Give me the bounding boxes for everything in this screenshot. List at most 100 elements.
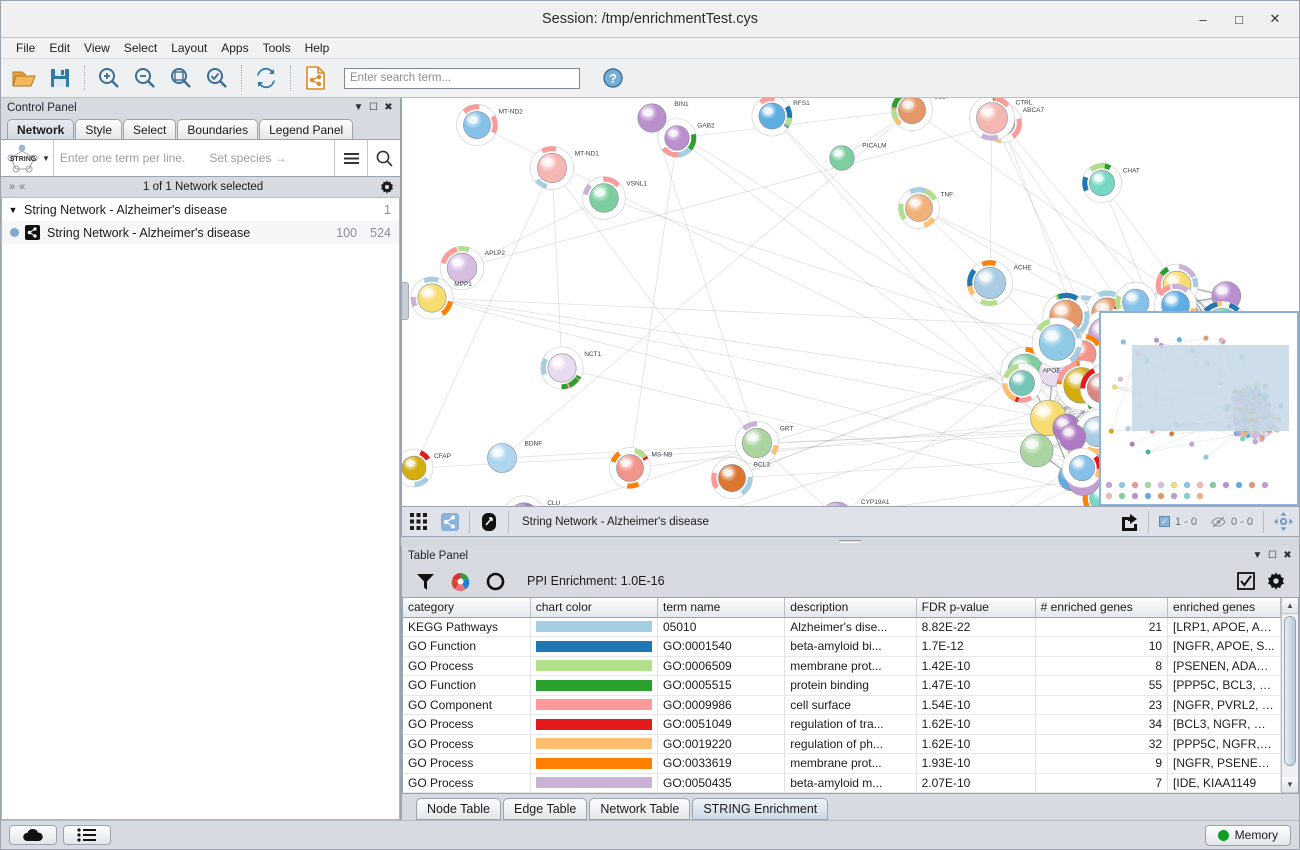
table-row[interactable]: GO Function GO:0001540 beta-amyloid bi... 1… bbox=[403, 636, 1281, 657]
table-row[interactable]: GO Process GO:0033619 membrane prot... 1.93… bbox=[403, 753, 1281, 774]
scrollbar-thumb[interactable] bbox=[1284, 616, 1296, 766]
table-row[interactable]: GO Process GO:0050435 beta-amyloid m... 2.0… bbox=[403, 773, 1281, 793]
menu-view[interactable]: View bbox=[84, 41, 110, 55]
scroll-down-arrow[interactable]: ▼ bbox=[1282, 777, 1298, 793]
open-icon[interactable] bbox=[7, 62, 41, 94]
set-species-link[interactable]: Set species → bbox=[209, 151, 287, 165]
tab-style[interactable]: Style bbox=[75, 119, 123, 139]
table-bottom-tabs: Node Table Edge Table Network Table STRI… bbox=[402, 794, 1299, 820]
cell-fdr-pvalue: 1.47E-10 bbox=[916, 675, 1036, 696]
cell-enriched-genes: [NGFR, PVRL2, IL... bbox=[1167, 695, 1281, 715]
tab-node-table[interactable]: Node Table bbox=[416, 798, 502, 820]
checkbox-checked-icon[interactable] bbox=[1237, 572, 1255, 590]
zoom-out-icon[interactable] bbox=[128, 62, 162, 94]
zoom-fit-icon[interactable] bbox=[164, 62, 198, 94]
col-chart-color[interactable]: chart color bbox=[530, 598, 659, 618]
scroll-up-arrow[interactable]: ▲ bbox=[1282, 598, 1298, 614]
memory-indicator[interactable]: Memory bbox=[1204, 824, 1291, 846]
help-icon[interactable]: ? bbox=[596, 62, 630, 94]
expand-all-icon[interactable]: « bbox=[19, 181, 26, 193]
table-row[interactable]: KEGG Pathways 05010 Alzheimer's dise... 8.8… bbox=[403, 617, 1281, 637]
col-enriched-genes[interactable]: enriched genes bbox=[1167, 598, 1281, 618]
panel-drag-handle[interactable] bbox=[402, 281, 409, 320]
menu-help[interactable]: Help bbox=[304, 41, 330, 55]
filter-icon[interactable] bbox=[416, 572, 435, 591]
grid-layout-icon[interactable] bbox=[402, 508, 434, 536]
table-row[interactable]: GO Function GO:0005515 protein binding 1.47… bbox=[403, 675, 1281, 696]
menu-layout[interactable]: Layout bbox=[171, 41, 208, 55]
cloud-icon[interactable] bbox=[9, 825, 57, 845]
menu-edit[interactable]: Edit bbox=[49, 41, 71, 55]
share-node-icon[interactable] bbox=[434, 508, 466, 536]
annotation-icon[interactable] bbox=[473, 508, 505, 536]
maximize-icon[interactable]: ☐ bbox=[369, 102, 378, 113]
minimize-icon[interactable]: – bbox=[1199, 11, 1207, 27]
menu-select[interactable]: Select bbox=[123, 41, 158, 55]
table-row[interactable]: GO Component GO:0009986 cell surface 1.54E-… bbox=[403, 695, 1281, 715]
navigator-viewport[interactable] bbox=[1132, 345, 1290, 432]
table-row[interactable]: GO Process GO:0006509 membrane prot... 1.42… bbox=[403, 656, 1281, 676]
network-overview-navigator[interactable] bbox=[1099, 311, 1299, 506]
network-canvas[interactable]: MT-ND2 MT-ND1 VSNL1 GAB2 RFS1 C1B ABCA7 CHAT TNF… bbox=[401, 98, 1299, 507]
svg-text:MT-ND2: MT-ND2 bbox=[499, 108, 524, 115]
save-icon[interactable] bbox=[43, 62, 77, 94]
close-icon[interactable]: ✖ bbox=[384, 102, 393, 113]
refresh-icon[interactable] bbox=[249, 62, 283, 94]
export-icon[interactable] bbox=[1113, 508, 1145, 536]
chevron-down-icon[interactable]: ▼ bbox=[353, 102, 364, 113]
gear-icon[interactable] bbox=[1267, 572, 1285, 590]
cell-enriched-count: 8 bbox=[1035, 656, 1169, 676]
col-category[interactable]: category bbox=[403, 598, 531, 618]
table-row[interactable]: GO Process GO:0051049 regulation of tra...… bbox=[403, 714, 1281, 735]
cell-category: GO Process bbox=[403, 656, 531, 676]
enrichment-table[interactable]: category chart color term name descripti… bbox=[402, 597, 1299, 794]
search-icon[interactable] bbox=[367, 140, 400, 176]
tab-string-enrichment[interactable]: STRING Enrichment bbox=[692, 798, 829, 820]
menu-apps[interactable]: Apps bbox=[221, 41, 249, 55]
tree-row-child[interactable]: String Network - Alzheimer's disease 100… bbox=[2, 221, 399, 244]
donut-chart-icon[interactable] bbox=[486, 572, 505, 591]
zoom-in-icon[interactable] bbox=[92, 62, 126, 94]
tree-row-parent[interactable]: ▼ String Network - Alzheimer's disease 1 bbox=[2, 198, 399, 221]
table-vertical-scrollbar[interactable]: ▲ ▼ bbox=[1281, 598, 1298, 793]
chevron-down-icon[interactable]: ▼ bbox=[42, 153, 50, 163]
close-icon[interactable]: ✖ bbox=[1283, 550, 1292, 561]
string-term-input[interactable]: Enter one term per line. Set species → bbox=[52, 140, 334, 176]
tab-boundaries[interactable]: Boundaries bbox=[177, 119, 259, 139]
maximize-icon[interactable]: □ bbox=[1235, 11, 1243, 27]
menu-file[interactable]: File bbox=[16, 41, 36, 55]
zoom-selected-icon[interactable] bbox=[200, 62, 234, 94]
expand-triangle-icon[interactable]: ▼ bbox=[8, 204, 18, 215]
chevron-down-icon[interactable]: ▼ bbox=[1252, 550, 1263, 561]
cell-chart-color bbox=[530, 617, 659, 637]
table-row[interactable]: GO Process GO:0019220 regulation of ph... 1… bbox=[403, 734, 1281, 754]
tab-select[interactable]: Select bbox=[123, 119, 177, 139]
col-term-name[interactable]: term name bbox=[657, 598, 786, 618]
network-tree[interactable]: ▼ String Network - Alzheimer's disease 1… bbox=[1, 198, 400, 820]
tab-legend-panel[interactable]: Legend Panel bbox=[259, 119, 354, 139]
hamburger-icon[interactable] bbox=[334, 140, 367, 176]
col-description[interactable]: description bbox=[784, 598, 917, 618]
tab-network[interactable]: Network bbox=[7, 119, 75, 139]
tab-network-table[interactable]: Network Table bbox=[589, 798, 691, 820]
search-input[interactable]: Enter search term... bbox=[344, 67, 580, 89]
menu-tools[interactable]: Tools bbox=[262, 41, 291, 55]
maximize-icon[interactable]: ☐ bbox=[1268, 550, 1277, 561]
panel-splitter[interactable] bbox=[401, 537, 1299, 546]
col-enriched-count[interactable]: # enriched genes bbox=[1035, 598, 1169, 618]
share-document-icon[interactable] bbox=[298, 62, 332, 94]
list-icon[interactable] bbox=[63, 825, 111, 845]
svg-text:MT-ND1: MT-ND1 bbox=[575, 150, 600, 157]
col-fdr-pvalue[interactable]: FDR p-value bbox=[916, 598, 1036, 618]
tab-edge-table[interactable]: Edge Table bbox=[503, 798, 588, 820]
string-logo-icon[interactable]: STRING bbox=[1, 140, 45, 176]
pie-chart-icon[interactable] bbox=[451, 572, 470, 591]
svg-text:CLU: CLU bbox=[547, 500, 560, 507]
close-icon[interactable]: ✕ bbox=[1269, 11, 1281, 26]
fit-content-icon[interactable] bbox=[1267, 508, 1299, 536]
cell-fdr-pvalue: 8.82E-22 bbox=[916, 617, 1036, 637]
gear-icon[interactable] bbox=[379, 180, 394, 195]
window-controls: – □ ✕ bbox=[1185, 1, 1299, 37]
cell-term-name: 05010 bbox=[657, 617, 786, 637]
collapse-all-icon[interactable]: » bbox=[9, 181, 16, 193]
